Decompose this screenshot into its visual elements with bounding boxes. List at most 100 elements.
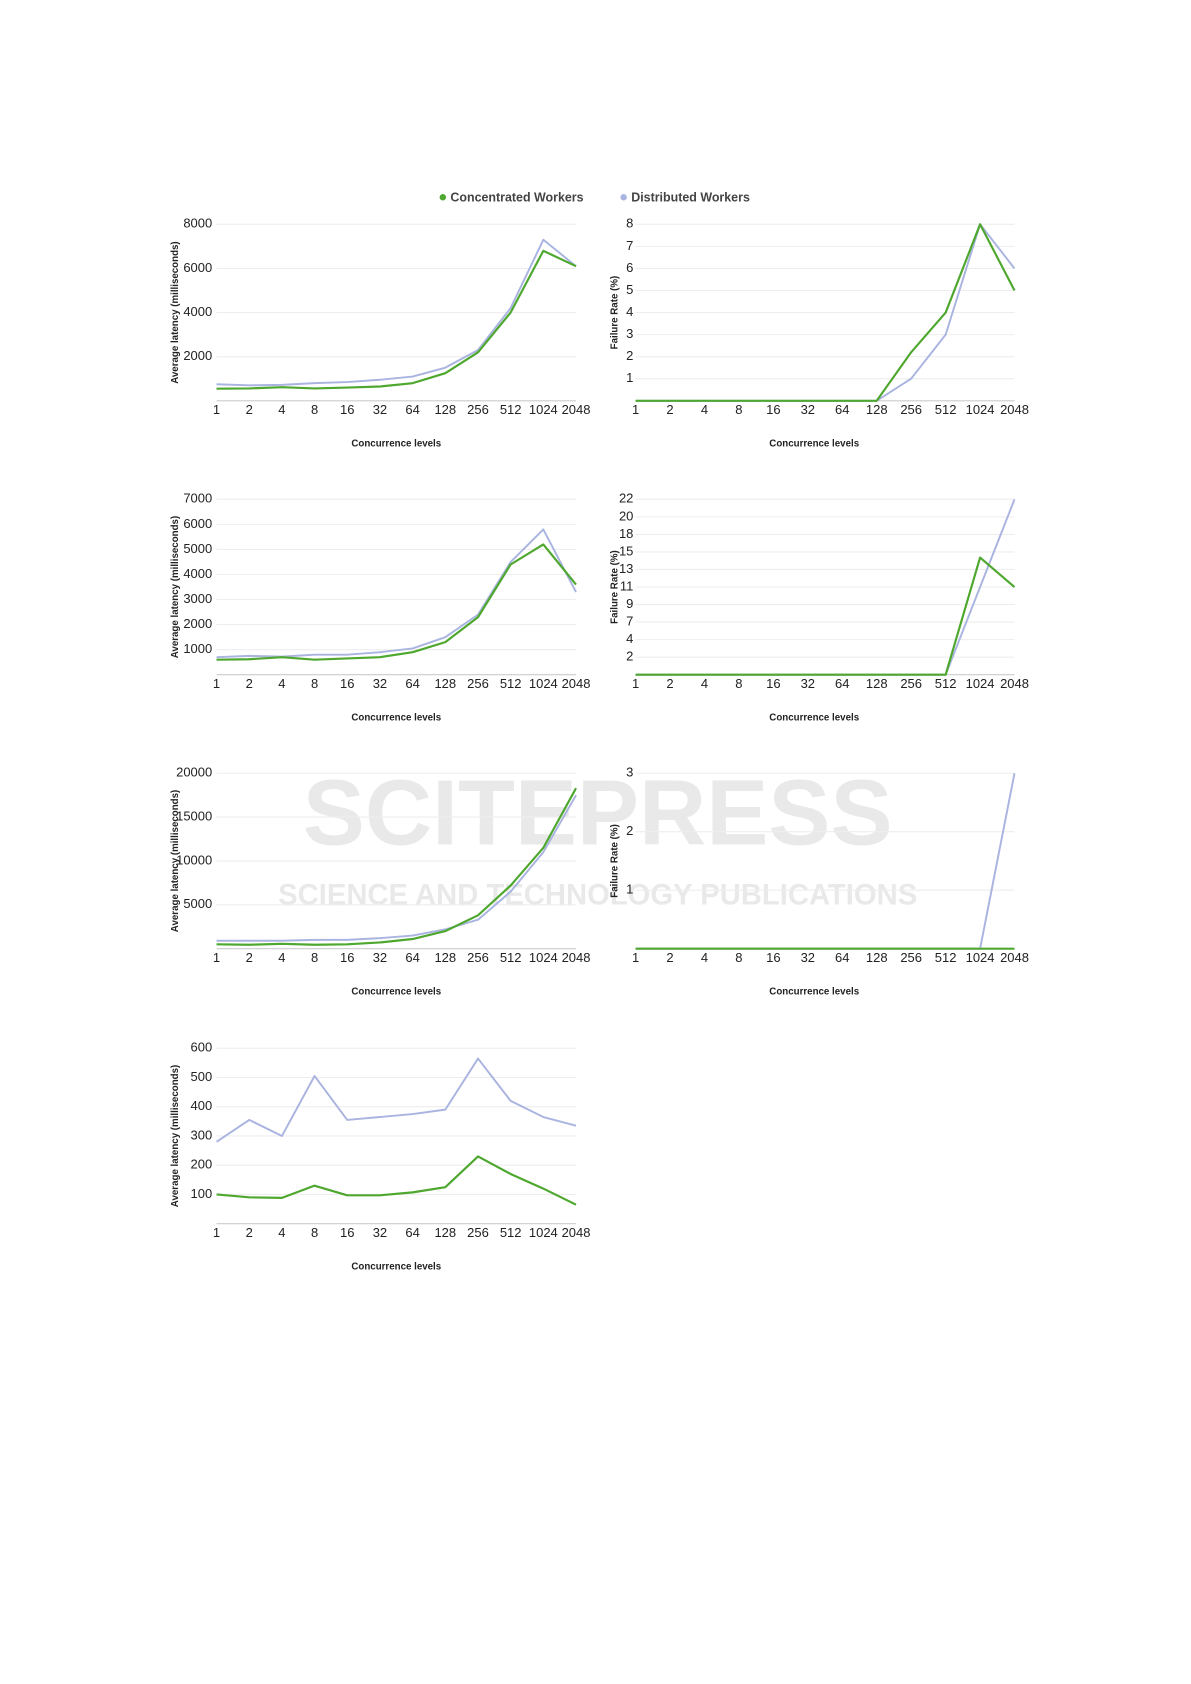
y-axis-title: Failure Rate (%) — [610, 550, 621, 624]
series-line — [635, 556, 1016, 676]
x-tick-label: 1 — [213, 1225, 220, 1240]
x-tick-label: 16 — [766, 402, 780, 417]
y-tick-label: 7000 — [183, 491, 212, 506]
x-tick-label: 32 — [373, 950, 387, 965]
x-axis-title: Concurrence levels — [769, 439, 859, 450]
y-tick-label: 100 — [191, 1186, 213, 1201]
chart: 1000 2000 3000 4000 5000 6000 7000 1 2 4 8 16 32 64 12… — [170, 491, 590, 724]
y-tick-label: 2 — [626, 348, 633, 363]
legend-label: Concentrated Workers — [450, 191, 583, 205]
y-tick-label: 1000 — [183, 641, 212, 656]
y-axis-title: Average latency (milliseconds) — [170, 241, 181, 383]
x-tick-label: 256 — [900, 676, 922, 691]
y-axis-title: Failure Rate (%) — [610, 276, 621, 350]
x-tick-label: 32 — [373, 676, 387, 691]
y-tick-label: 13 — [619, 561, 633, 576]
x-tick-label: 512 — [935, 950, 957, 965]
x-tick-label: 2048 — [1000, 402, 1029, 417]
x-tick-label: 64 — [405, 1225, 419, 1240]
x-tick-label: 2 — [246, 676, 253, 691]
y-tick-label: 4 — [626, 304, 633, 319]
x-tick-label: 32 — [801, 676, 815, 691]
y-tick-label: 6 — [626, 260, 633, 275]
x-tick-label: 128 — [434, 950, 456, 965]
y-tick-label: 5000 — [183, 896, 212, 911]
x-tick-label: 2048 — [1000, 676, 1029, 691]
y-tick-label: 5 — [626, 282, 633, 297]
x-tick-label: 64 — [835, 676, 849, 691]
x-tick-label: 16 — [766, 676, 780, 691]
x-tick-label: 256 — [467, 402, 489, 417]
x-tick-label: 128 — [434, 676, 456, 691]
x-tick-label: 2048 — [562, 402, 591, 417]
y-tick-label: 15 — [619, 543, 633, 558]
x-tick-label: 8 — [735, 676, 742, 691]
y-tick-label: 500 — [191, 1069, 213, 1084]
y-tick-label: 3 — [626, 765, 633, 780]
y-tick-label: 10000 — [176, 852, 212, 867]
y-tick-label: 8 — [626, 216, 633, 231]
x-tick-label: 4 — [701, 950, 708, 965]
x-axis-title: Concurrence levels — [351, 987, 441, 998]
x-tick-label: 16 — [766, 950, 780, 965]
x-tick-label: 256 — [900, 402, 922, 417]
x-tick-label: 512 — [500, 402, 522, 417]
y-tick-label: 20000 — [176, 765, 212, 780]
x-axis-title: Concurrence levels — [351, 1262, 441, 1273]
x-tick-label: 4 — [278, 1225, 285, 1240]
y-tick-label: 11 — [620, 578, 633, 593]
y-tick-label: 1 — [626, 370, 633, 385]
chart: 100 200 300 400 500 600 1 2 4 8 16 32 64 128 256 512 102… — [170, 1040, 590, 1273]
y-tick-label: 200 — [191, 1157, 213, 1172]
y-tick-label: 4 — [626, 631, 633, 646]
x-tick-label: 256 — [467, 950, 489, 965]
x-tick-label: 16 — [340, 950, 354, 965]
x-tick-label: 2048 — [562, 1225, 591, 1240]
legend-marker — [620, 193, 627, 201]
x-tick-label: 2 — [246, 402, 253, 417]
x-tick-label: 1 — [632, 402, 639, 417]
x-tick-label: 2048 — [562, 950, 591, 965]
x-tick-label: 256 — [467, 676, 489, 691]
legend-marker — [439, 193, 447, 201]
y-tick-label: 1 — [626, 882, 633, 897]
x-tick-label: 1 — [632, 950, 639, 965]
y-axis-title: Failure Rate (%) — [610, 824, 621, 898]
x-tick-label: 2 — [666, 402, 673, 417]
x-tick-label: 1024 — [529, 950, 558, 965]
chart: 2 4 7 9 11 13 15 18 20 22 1 2 4 8 16 32 64 128 256 512 1024 2… — [610, 491, 1029, 724]
x-tick-label: 2 — [666, 950, 673, 965]
y-tick-label: 9 — [626, 596, 633, 611]
chart: 5000 10000 15000 20000 1 2 4 8 16 32 64 128 256 512 10… — [170, 765, 590, 998]
legend-label: Distributed Workers — [631, 191, 750, 205]
x-axis-title: Concurrence levels — [351, 713, 441, 724]
x-tick-label: 4 — [278, 402, 285, 417]
series-line — [216, 249, 577, 390]
y-tick-label: 2 — [626, 823, 633, 838]
x-tick-label: 2048 — [562, 676, 591, 691]
x-tick-label: 8 — [311, 1225, 318, 1240]
chart: 2000 4000 6000 8000 1 2 4 8 16 32 64 128 256 512 1024 2… — [170, 216, 590, 450]
y-tick-label: 300 — [191, 1127, 213, 1142]
x-tick-label: 1 — [213, 402, 220, 417]
x-tick-label: 128 — [866, 676, 888, 691]
x-tick-label: 1024 — [529, 402, 558, 417]
x-tick-label: 64 — [405, 402, 419, 417]
x-tick-label: 512 — [500, 676, 522, 691]
x-tick-label: 4 — [278, 676, 285, 691]
y-tick-label: 6000 — [183, 516, 212, 531]
series-line — [216, 794, 577, 942]
x-tick-label: 32 — [801, 950, 815, 965]
y-tick-label: 20 — [619, 508, 633, 523]
y-tick-label: 22 — [619, 491, 633, 506]
x-tick-label: 512 — [500, 950, 522, 965]
chart: 1 2 3 4 5 6 7 8 1 2 4 8 16 32 64 128 256 512 1024 2048 Concu… — [610, 216, 1029, 450]
x-tick-label: 1 — [632, 676, 639, 691]
x-axis-title: Concurrence levels — [769, 987, 859, 998]
y-tick-label: 5000 — [183, 541, 212, 556]
y-tick-label: 18 — [619, 526, 633, 541]
y-tick-label: 8000 — [183, 216, 212, 231]
y-axis-title: Average latency (milliseconds) — [170, 1065, 181, 1207]
series-line — [216, 1155, 577, 1206]
y-tick-label: 3000 — [183, 591, 212, 606]
